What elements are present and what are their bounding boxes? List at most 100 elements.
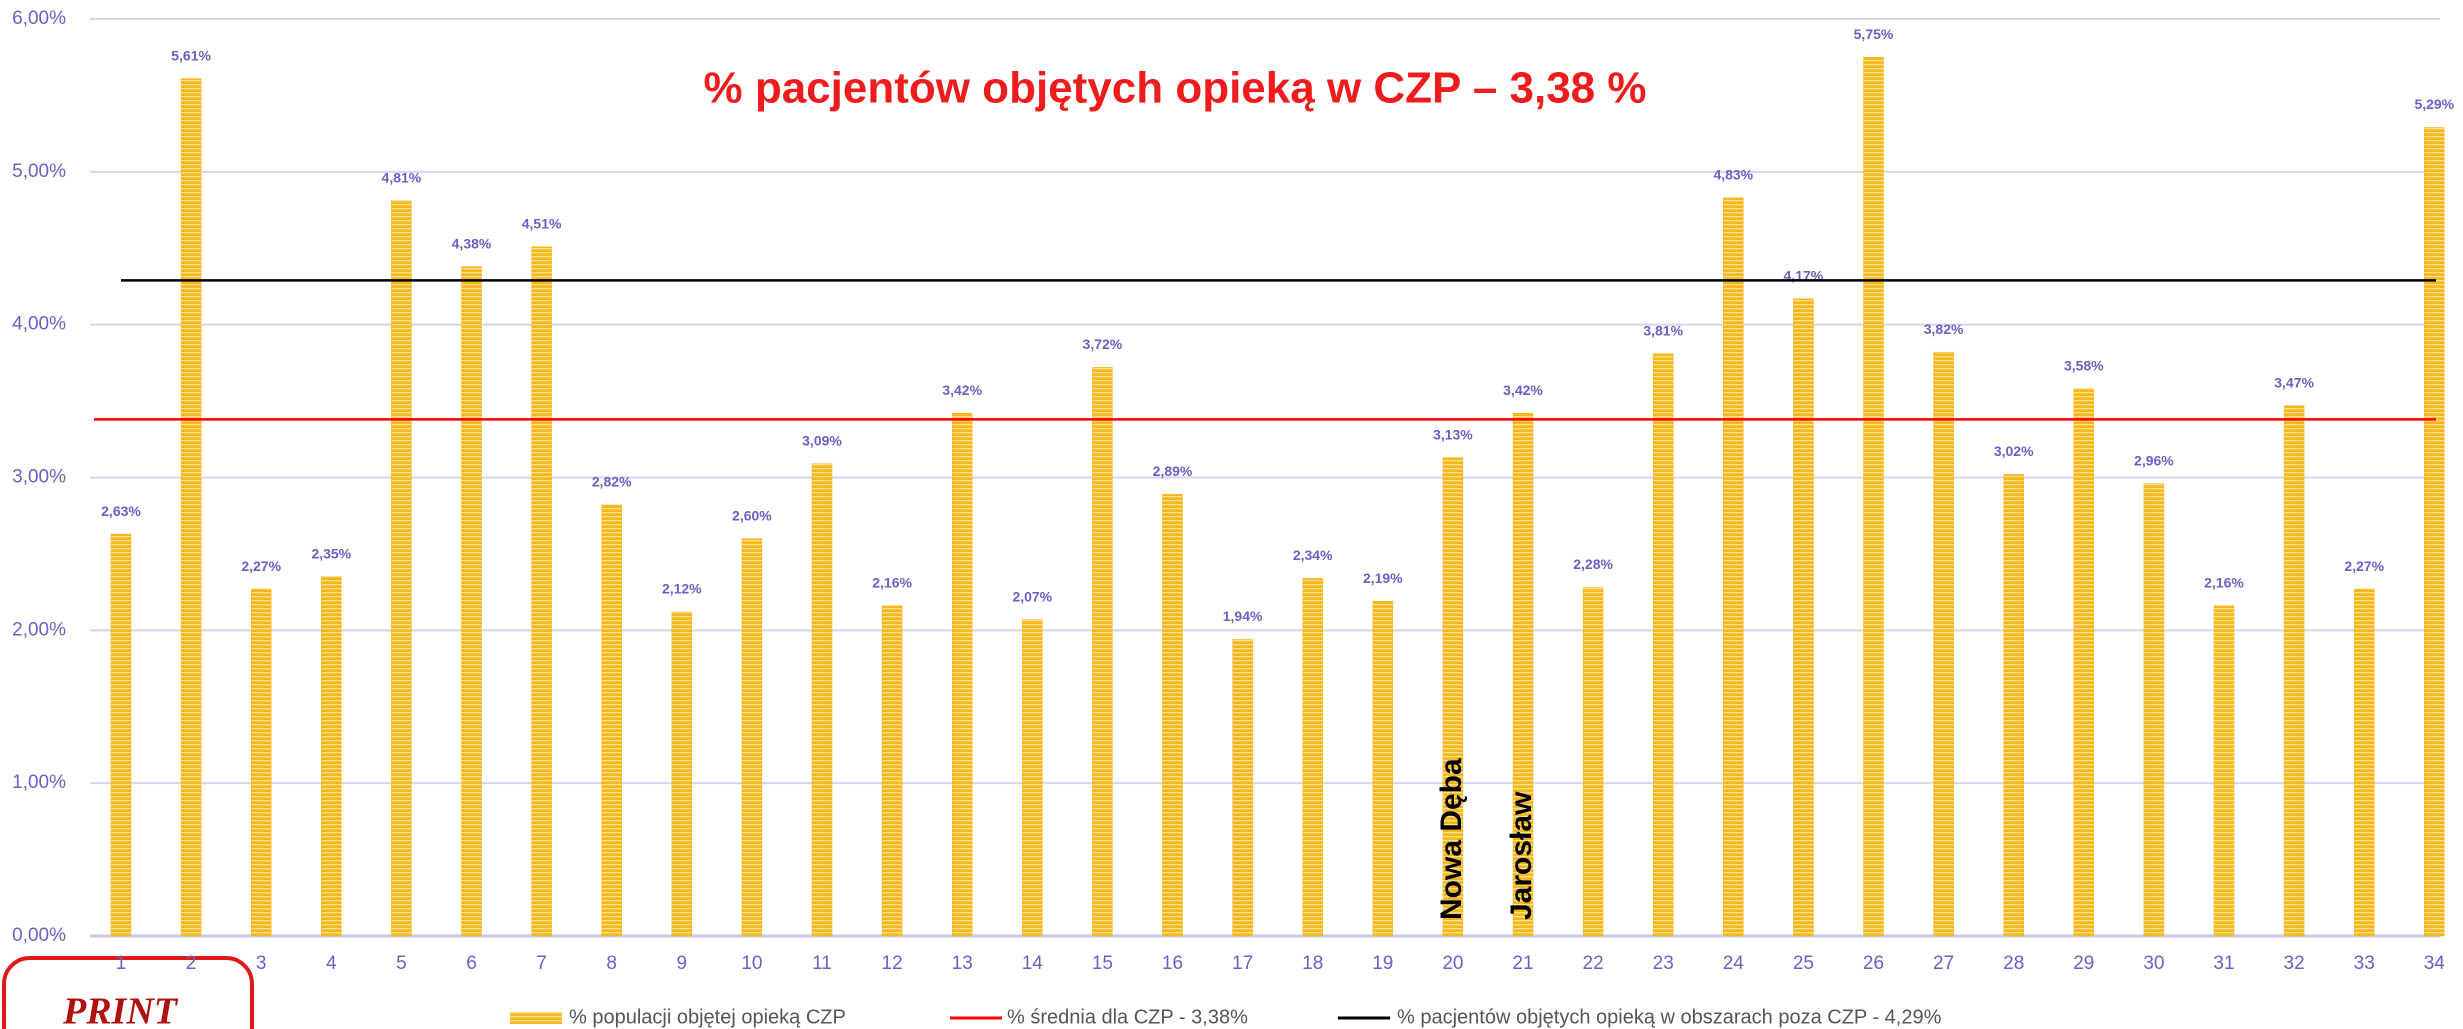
x-tick-label: 14 <box>1022 953 1044 974</box>
bar <box>110 533 132 937</box>
value-label: 2,34% <box>1293 547 1333 563</box>
bar <box>1933 351 1954 937</box>
x-tick-label: 12 <box>882 953 903 974</box>
bar <box>1092 367 1113 937</box>
value-label: 3,72% <box>1083 336 1123 352</box>
value-label: 3,58% <box>2064 358 2104 374</box>
x-tick-label: 4 <box>326 953 337 974</box>
x-tick-label: 10 <box>741 953 762 974</box>
x-tick-label: 3 <box>256 953 267 974</box>
x-tick-label: 16 <box>1162 953 1183 974</box>
value-label: 3,42% <box>942 382 982 398</box>
legend-label: % populacji objętej opieką CZP <box>569 1006 846 1028</box>
x-tick-label: 9 <box>677 953 688 974</box>
x-tick-label: 7 <box>536 953 547 974</box>
value-label: 2,19% <box>1363 570 1403 586</box>
x-tick-label: 34 <box>2424 953 2446 974</box>
bar <box>2003 474 2024 937</box>
value-label: 4,38% <box>452 235 492 251</box>
x-tick-label: 28 <box>2003 953 2024 974</box>
value-label: 2,96% <box>2134 452 2174 468</box>
bar <box>951 413 973 937</box>
bar <box>1302 578 1323 937</box>
x-tick-label: 5 <box>396 953 407 974</box>
bar <box>2213 605 2235 937</box>
x-tick-label: 30 <box>2143 953 2164 974</box>
value-label: 2,35% <box>311 546 351 562</box>
x-tick-label: 13 <box>952 953 973 974</box>
x-tick-label: 26 <box>1863 953 1884 974</box>
x-tick-label: 2 <box>186 953 197 974</box>
value-label: 2,89% <box>1153 463 1193 479</box>
value-label: 2,27% <box>2344 558 2384 574</box>
value-label: 1,94% <box>1223 608 1263 624</box>
x-tick-label: 21 <box>1512 953 1533 974</box>
x-tick-label: 11 <box>812 953 832 974</box>
value-label: 4,81% <box>382 170 422 186</box>
value-label: 2,12% <box>662 581 702 597</box>
y-tick-label: 1,00% <box>12 772 66 793</box>
bar <box>531 246 552 937</box>
x-tick-label: 23 <box>1653 953 1674 974</box>
bar <box>1232 639 1253 937</box>
y-tick-label: 2,00% <box>12 619 66 640</box>
bar <box>2073 388 2095 937</box>
x-tick-label: 22 <box>1583 953 1604 974</box>
bar <box>1512 413 1534 937</box>
x-tick-label: 1 <box>116 953 127 974</box>
value-label: 5,29% <box>2414 96 2454 112</box>
bar <box>601 504 622 937</box>
value-label: 2,60% <box>732 507 772 523</box>
x-tick-label: 32 <box>2284 953 2305 974</box>
value-label: 2,16% <box>2204 575 2244 591</box>
bar <box>1162 494 1183 937</box>
bar <box>391 200 412 937</box>
x-tick-label: 17 <box>1232 953 1253 974</box>
x-tick-label: 19 <box>1372 953 1393 974</box>
x-tick-label: 25 <box>1793 953 1814 974</box>
x-tick-label: 33 <box>2354 953 2375 974</box>
y-tick-label: 3,00% <box>12 467 66 488</box>
value-label: 2,27% <box>241 558 281 574</box>
value-label: 3,47% <box>2274 374 2314 390</box>
legend-label: % średnia dla CZP - 3,38% <box>1007 1006 1248 1028</box>
bar <box>1723 197 1744 937</box>
legend-label: % pacjentów objętych opieką w obszarach … <box>1397 1006 1942 1028</box>
value-label: 3,82% <box>1924 321 1964 337</box>
bar <box>461 266 482 937</box>
value-label: 2,63% <box>101 503 141 519</box>
bar <box>881 605 903 937</box>
x-tick-label: 15 <box>1092 953 1113 974</box>
bar <box>2424 127 2445 937</box>
bar <box>1582 587 1604 937</box>
annotation: % pacjentów objętych opieką w CZP – 3,38… <box>703 64 1646 113</box>
value-label: 5,61% <box>171 47 211 63</box>
value-label: 3,02% <box>1994 443 2034 459</box>
legend-swatch <box>510 1012 562 1024</box>
value-label: 4,83% <box>1713 167 1753 183</box>
bar <box>1442 457 1464 937</box>
value-label: 3,81% <box>1643 322 1683 338</box>
y-tick-label: 5,00% <box>12 161 66 182</box>
bar-note: Jarosław <box>1505 791 1538 920</box>
bar <box>741 538 763 937</box>
bar <box>1022 619 1043 937</box>
value-label: 2,07% <box>1012 588 1052 604</box>
bar <box>321 576 342 937</box>
value-label: 2,82% <box>592 474 632 490</box>
x-tick-label: 8 <box>606 953 617 974</box>
bar <box>2143 483 2165 937</box>
value-label: 3,13% <box>1433 426 1473 442</box>
y-tick-label: 4,00% <box>12 314 66 335</box>
x-tick-label: 31 <box>2213 953 2234 974</box>
bar <box>1372 601 1394 937</box>
bar <box>811 463 833 937</box>
y-tick-label: 6,00% <box>12 8 66 29</box>
bar <box>1793 298 1814 937</box>
y-tick-label: 0,00% <box>12 925 66 946</box>
x-tick-label: 6 <box>466 953 477 974</box>
value-label: 5,75% <box>1854 26 1894 42</box>
x-tick-label: 18 <box>1302 953 1323 974</box>
bar <box>1863 56 1884 937</box>
